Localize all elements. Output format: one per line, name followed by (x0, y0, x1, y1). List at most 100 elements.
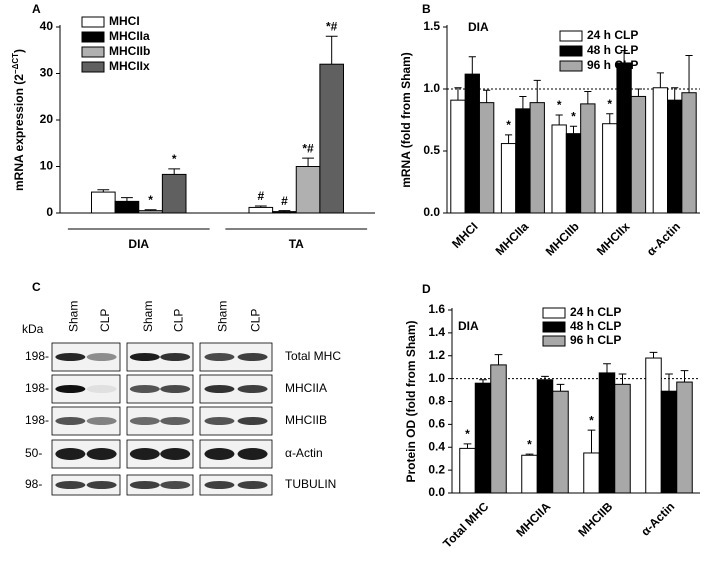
blot-band (160, 481, 191, 489)
bar (551, 124, 567, 214)
panel-label: D (422, 282, 431, 296)
bar (161, 173, 187, 214)
mw-marker: 98- (25, 477, 42, 491)
x-tick-label: MHCIIB (575, 499, 615, 539)
bar (521, 454, 538, 494)
legend-label: MHCIIb (109, 44, 150, 58)
bar (536, 379, 554, 494)
y-axis-label-part: −ΔCT (11, 53, 20, 74)
error-bar (620, 50, 628, 63)
blot-band (237, 417, 268, 425)
legend-swatch (81, 16, 105, 28)
bar (248, 206, 274, 214)
error-bar (634, 88, 643, 97)
error-bar (325, 35, 338, 65)
annotation: * (571, 109, 576, 123)
error-bar (168, 168, 181, 175)
x-tick-label: α-Actin (638, 499, 677, 538)
bar (459, 447, 476, 494)
bar (614, 383, 631, 494)
panel-label: C (32, 280, 41, 294)
legend-swatch (542, 335, 566, 347)
blot-band (129, 481, 160, 489)
blot-band (129, 448, 160, 460)
row-label: MHCIIA (285, 381, 327, 395)
error-bar (504, 134, 513, 144)
error-bar (468, 56, 476, 75)
blot-band (237, 385, 268, 393)
blot-band (55, 481, 86, 489)
legend-swatch (81, 46, 105, 58)
bar (114, 200, 140, 214)
blot-band (204, 353, 235, 361)
blot-frame (51, 474, 121, 496)
bar (667, 99, 683, 214)
y-axis-label: mRNA (fold from Sham) (399, 52, 413, 188)
blot-band (55, 417, 86, 425)
blot-band (55, 448, 86, 460)
panel-label: B (422, 2, 431, 16)
bar (91, 191, 116, 214)
annotation: * (527, 437, 532, 451)
lane-label: Sham (216, 301, 230, 332)
error-bar (671, 87, 679, 101)
error-bar (649, 351, 658, 359)
blot-band (86, 417, 117, 425)
bar (295, 166, 321, 214)
blot-band (204, 385, 235, 393)
y-tick-label: 40 (40, 19, 54, 33)
bar (552, 390, 569, 494)
y-tick-label: 0.2 (428, 462, 445, 476)
y-tick-label: 1.5 (423, 19, 440, 33)
bar (565, 133, 582, 214)
error-bar (278, 210, 291, 212)
x-tick-label: MHCIIa (493, 219, 532, 258)
mw-marker: 198- (25, 381, 49, 395)
y-tick-label: 0.6 (428, 417, 445, 431)
x-tick-label: MHCIIx (594, 219, 633, 258)
error-bar (144, 209, 157, 211)
blot-frame (199, 474, 273, 496)
bar (474, 382, 492, 494)
legend-swatch (559, 45, 583, 57)
error-bar (121, 197, 133, 202)
blot-band (55, 353, 86, 361)
legend-swatch (559, 30, 583, 42)
y-tick-label: 0.4 (428, 439, 445, 453)
bar (598, 372, 616, 494)
blot-band (86, 481, 117, 489)
bar (319, 63, 344, 214)
error-bar (603, 363, 611, 373)
error-bar (606, 113, 614, 124)
annotation: * (589, 413, 594, 427)
annotation: *# (302, 141, 314, 155)
bar (645, 357, 662, 494)
blot-band (237, 481, 268, 489)
error-bar (569, 125, 578, 134)
blot-band (204, 417, 235, 425)
bar (500, 143, 517, 214)
blot-band (204, 448, 235, 460)
bar (478, 102, 495, 214)
error-bar (494, 354, 503, 365)
error-bar (302, 157, 314, 167)
x-tick-label: DIA (128, 237, 149, 251)
x-tick-label: α-Actin (644, 219, 683, 258)
bar (515, 108, 531, 214)
error-bar (680, 370, 689, 383)
lane-label: Sham (67, 301, 81, 332)
bar (630, 95, 647, 214)
error-bar (665, 373, 673, 392)
blot-band (237, 353, 268, 361)
legend-label: MHCIIx (109, 59, 150, 73)
x-tick-label: MHCIIb (543, 219, 582, 258)
error-bar (618, 373, 627, 385)
chart-title: DIA (458, 319, 479, 333)
bar (681, 92, 697, 214)
x-tick-label: MHCI (449, 219, 481, 251)
bar (450, 99, 466, 214)
legend-label: MHCIIa (109, 29, 150, 43)
bar (138, 210, 163, 214)
